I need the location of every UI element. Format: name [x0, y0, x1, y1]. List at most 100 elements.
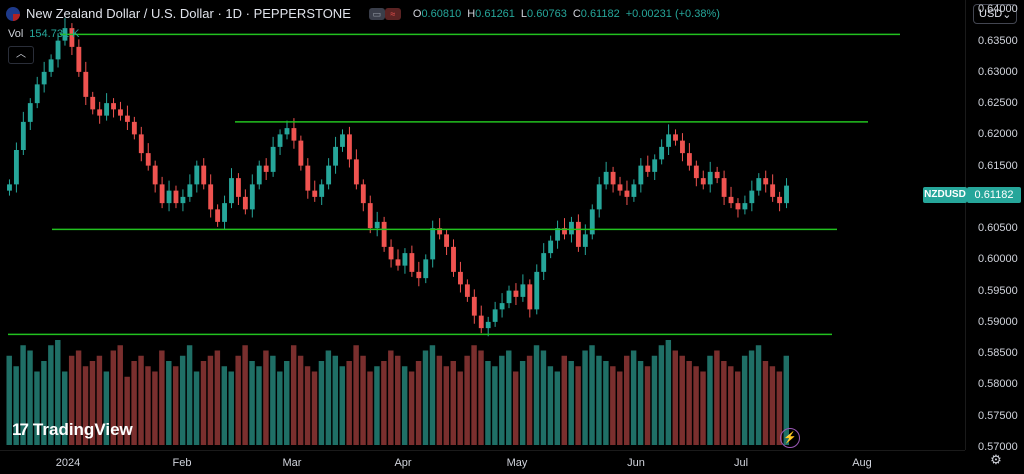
candle: [499, 303, 505, 310]
volume-bar: [436, 355, 443, 445]
candle: [784, 185, 789, 204]
volume-bar: [741, 355, 748, 445]
volume-bar: [256, 366, 262, 445]
volume-bar: [554, 371, 561, 445]
candle: [444, 234, 449, 247]
volume-bar: [124, 376, 130, 445]
volume-bar: [374, 366, 380, 445]
volume-bar: [707, 355, 713, 445]
volume-bar: [263, 350, 269, 445]
delay-icon[interactable]: ≈: [384, 7, 401, 20]
volume-bar: [589, 345, 595, 445]
volume-bar: [89, 361, 96, 445]
volume-bar: [360, 355, 366, 445]
price-tick-label: 0.58500: [978, 347, 1018, 360]
ohlc-values: O0.60810 H0.61261 L0.60763 C0.61182 +0.0…: [412, 7, 720, 20]
candle: [659, 146, 665, 160]
candle: [215, 209, 221, 222]
last-price-label: 0.61182: [967, 187, 1021, 203]
volume-bar: [249, 361, 255, 445]
candle: [55, 40, 61, 60]
volume-bar: [637, 361, 644, 445]
volume-bar: [700, 371, 706, 445]
volume-bar: [13, 366, 19, 445]
time-tick-label: May: [506, 457, 528, 469]
market-status-icon[interactable]: ▭: [368, 7, 385, 20]
volume-bar: [561, 355, 567, 445]
price-chart[interactable]: [0, 0, 965, 450]
status-badges[interactable]: ▭ ≈: [368, 7, 401, 20]
candle: [520, 284, 526, 297]
candle: [673, 134, 678, 141]
candle: [312, 190, 318, 197]
lightning-icon[interactable]: ⚡: [780, 428, 800, 448]
volume-bar: [762, 361, 769, 445]
price-tick-label: 0.61500: [978, 159, 1018, 172]
candle: [777, 196, 783, 204]
time-axis[interactable]: 2024 Feb Mar Apr May Jun Jul Aug: [0, 450, 965, 474]
price-axis[interactable]: 0.64000 0.63500 0.63000 0.62500 0.62000 0.615…: [965, 0, 1024, 453]
price-tick-label: 0.64000: [978, 3, 1018, 16]
candle: [222, 203, 227, 222]
candle: [194, 165, 200, 185]
candle: [478, 315, 484, 329]
candle: [347, 134, 352, 160]
volume-bar: [644, 366, 651, 445]
candle: [291, 128, 297, 141]
candle: [353, 159, 359, 185]
volume-bar: [62, 371, 68, 445]
price-tick-label: 0.63000: [978, 65, 1018, 78]
volume-bar: [20, 345, 26, 445]
candle: [458, 271, 463, 285]
volume-bar: [457, 371, 463, 445]
volume-bar: [783, 355, 789, 445]
volume-bar: [82, 366, 89, 445]
volume-bar: [311, 371, 318, 445]
gear-icon[interactable]: ⚙: [990, 452, 1002, 467]
candle: [693, 165, 699, 179]
candle: [298, 140, 304, 166]
volume-bar: [492, 366, 498, 445]
volume-bar: [131, 361, 137, 445]
candle: [159, 184, 165, 204]
volume-label: Vol: [8, 28, 24, 40]
tradingview-logo[interactable]: 17 TradingView: [12, 420, 133, 440]
volume-legend: Vol 154.731 K: [8, 28, 79, 40]
volume-bar: [277, 371, 283, 445]
volume-bar: [686, 361, 692, 445]
candle: [631, 184, 637, 197]
price-tick-label: 0.60500: [978, 222, 1018, 235]
symbol-title[interactable]: New Zealand Dollar / U.S. Dollar · 1D · …: [26, 6, 351, 21]
candle: [548, 240, 554, 254]
candle: [180, 196, 186, 204]
volume-bar: [339, 366, 345, 445]
volume-bar: [630, 350, 637, 445]
candle: [235, 178, 241, 197]
candle: [340, 134, 345, 147]
candle: [201, 165, 207, 185]
candle: [305, 165, 311, 191]
candle: [721, 178, 727, 197]
volume-bar: [568, 361, 574, 445]
candle: [152, 165, 158, 185]
volume-bar: [422, 350, 429, 445]
collapse-icon[interactable]: ︿: [8, 46, 34, 64]
volume-bar: [443, 366, 450, 445]
volume-bar: [96, 355, 103, 445]
price-tick-label: 0.60000: [978, 253, 1018, 266]
tv-logo-icon: 17: [12, 420, 29, 439]
volume-bar: [159, 350, 165, 445]
volume-bar: [284, 361, 290, 445]
candle: [166, 190, 172, 204]
candle: [13, 150, 19, 185]
price-tick-label: 0.57000: [978, 440, 1018, 453]
candle: [173, 190, 179, 204]
candle: [707, 171, 713, 185]
volume-bar: [415, 361, 422, 445]
volume-bar: [519, 361, 526, 445]
currency-selector[interactable]: USD ⌄: [973, 4, 1017, 24]
volume-bar: [450, 361, 456, 445]
time-tick-label: Jun: [627, 457, 645, 469]
volume-bar: [665, 340, 672, 445]
volume-bar: [367, 371, 373, 445]
